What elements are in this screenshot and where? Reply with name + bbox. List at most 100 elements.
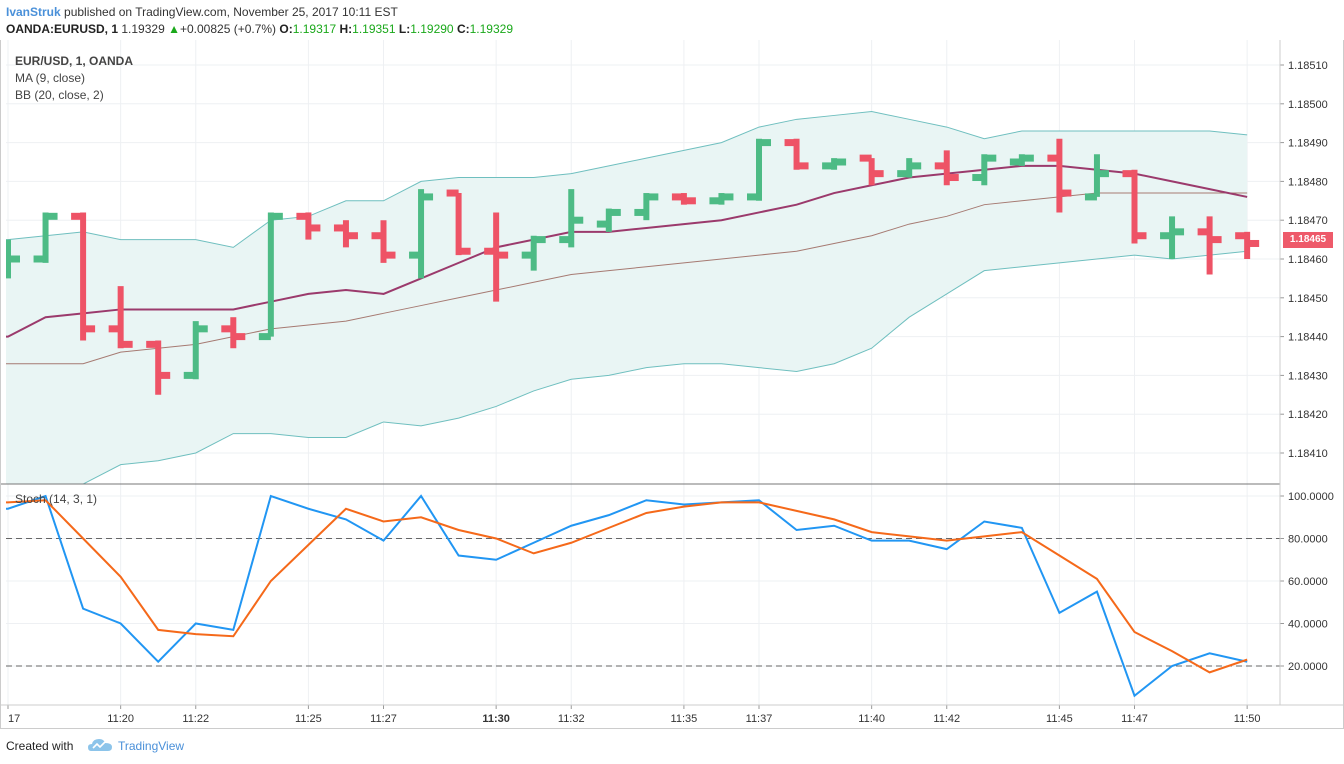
stoch-tick-label: 60.0000	[1288, 576, 1328, 588]
ohlc-bars[interactable]	[0, 138, 1260, 395]
ohlc-bar[interactable]	[446, 189, 471, 256]
ohlc-bar[interactable]	[484, 212, 509, 302]
ohlc-bar[interactable]	[1160, 216, 1185, 259]
tradingview-cloud-icon[interactable]	[88, 737, 112, 753]
price-tick-label: 1.18500	[1288, 99, 1328, 111]
price-tick-label: 1.18470	[1288, 215, 1328, 227]
ohlc-bar[interactable]	[221, 317, 246, 349]
low-value: 1.19290	[410, 22, 454, 36]
ohlc-bar[interactable]	[1009, 154, 1034, 166]
ohlc-bar[interactable]	[1197, 216, 1222, 275]
time-tick-label: 11:45	[1046, 713, 1073, 725]
ohlc-bar[interactable]	[596, 208, 621, 232]
ohlc-bar[interactable]	[1235, 231, 1260, 259]
ohlc-bar[interactable]	[784, 138, 809, 170]
high-label: H:	[339, 22, 353, 36]
time-tick-label: 11:32	[558, 713, 585, 725]
tradingview-brand[interactable]: TradingView	[118, 739, 185, 753]
open-value: 1.19317	[292, 22, 337, 36]
price-tick-label: 1.18410	[1288, 448, 1328, 460]
ohlc-bar[interactable]	[1084, 154, 1109, 201]
close-label: C:	[456, 22, 470, 36]
ohlc-bar[interactable]	[897, 158, 922, 178]
ohlc-bar[interactable]	[671, 193, 696, 205]
ohlc-bar[interactable]	[1047, 138, 1072, 213]
ohlc-bar[interactable]	[709, 193, 734, 205]
price-tick-label: 1.18440	[1288, 332, 1328, 344]
stoch-tick-label: 100.0000	[1288, 491, 1334, 503]
change-value: +0.00825 (+0.7%)	[179, 22, 277, 36]
open-label: O:	[279, 22, 293, 36]
legend-stoch[interactable]: Stoch (14, 3, 1)	[15, 492, 98, 506]
change-arrow-icon: ▲	[168, 22, 180, 36]
bb-upper-line	[6, 111, 1248, 248]
ohlc-bar[interactable]	[1122, 169, 1147, 244]
symbol-label: OANDA:EURUSD, 1	[6, 22, 119, 36]
ohlc-bar[interactable]	[859, 154, 884, 186]
legend-symbol[interactable]: EUR/USD, 1, OANDA	[15, 54, 134, 68]
last-price: 1.19329	[121, 22, 165, 36]
time-tick-label: 11:27	[370, 713, 397, 725]
time-tick-label: 11:35	[671, 713, 698, 725]
ohlc-bar[interactable]	[822, 158, 847, 170]
ohlc-bar[interactable]	[521, 235, 546, 271]
ohlc-bar[interactable]	[146, 340, 171, 395]
ohlc-bar[interactable]	[972, 154, 997, 186]
time-tick-label: 17	[8, 713, 20, 725]
price-tick-label: 1.18420	[1288, 409, 1328, 421]
time-tick-label: 11:25	[295, 713, 322, 725]
time-tick-label: 11:42	[933, 713, 960, 725]
price-tick-label: 1.18490	[1288, 138, 1328, 150]
ohlc-bar[interactable]	[108, 286, 133, 349]
ohlc-bar[interactable]	[409, 189, 434, 279]
stoch-k-line	[6, 494, 1248, 698]
price-tick-label: 1.18430	[1288, 370, 1328, 382]
author-link[interactable]: IvanStruk	[6, 5, 61, 19]
stoch-tick-label: 40.0000	[1288, 619, 1328, 631]
last-price-tag: 1.18465	[1283, 232, 1333, 248]
legend-ma[interactable]: MA (9, close)	[15, 71, 86, 85]
footer: Created with TradingView	[0, 729, 1344, 764]
low-label: L:	[398, 22, 411, 36]
close-value: 1.19329	[469, 22, 514, 36]
ohlc-bar[interactable]	[747, 138, 771, 201]
stoch-tick-label: 80.0000	[1288, 534, 1328, 546]
chart-legend: EUR/USD, 1, OANDA MA (9, close) BB (20, …	[15, 53, 133, 104]
ohlc-bar[interactable]	[934, 150, 959, 186]
created-with-text: Created with	[6, 739, 74, 753]
quote-line: OANDA:EURUSD, 1 1.19329 ▲+0.00825 (+0.7%…	[6, 22, 513, 36]
time-tick-label: 11:30	[482, 713, 510, 725]
price-tick-label: 1.18510	[1288, 60, 1328, 72]
time-tick-label: 11:37	[746, 713, 773, 725]
bollinger-bands	[6, 111, 1248, 484]
time-tick-label: 11:22	[182, 713, 209, 725]
ohlc-bar[interactable]	[0, 239, 20, 279]
bb-lower-line	[80, 250, 1248, 484]
ohlc-bar[interactable]	[33, 212, 58, 263]
time-tick-label: 11:20	[107, 713, 134, 725]
publish-line: IvanStruk published on TradingView.com, …	[6, 5, 398, 19]
ohlc-bar[interactable]	[634, 193, 659, 221]
price-tick-label: 1.18450	[1288, 293, 1328, 305]
price-tick-label: 1.18480	[1288, 176, 1328, 188]
high-value: 1.19351	[352, 22, 396, 36]
stoch-d-line	[6, 499, 1248, 674]
bb-basis-line	[6, 192, 1248, 365]
chart-canvas[interactable]: 1.18510 1.18500 1.18490 1.18480 1.18470 1.184…	[0, 40, 1344, 729]
published-text: published on TradingView.com, November 2…	[64, 5, 398, 19]
legend-bb[interactable]: BB (20, close, 2)	[15, 88, 104, 102]
ohlc-bar[interactable]	[71, 212, 96, 341]
time-tick-label: 11:50	[1234, 713, 1261, 725]
price-tick-label: 1.18460	[1288, 254, 1328, 266]
ohlc-bar[interactable]	[183, 321, 208, 380]
stochastic-pane	[6, 494, 1280, 698]
time-tick-label: 11:47	[1121, 713, 1148, 725]
ohlc-bar[interactable]	[371, 220, 396, 263]
time-tick-label: 11:40	[858, 713, 885, 725]
stoch-tick-label: 20.0000	[1288, 661, 1328, 673]
ohlc-bar[interactable]	[559, 189, 584, 248]
ohlc-bar[interactable]	[258, 212, 283, 341]
ohlc-bar[interactable]	[333, 220, 358, 248]
chart-header: IvanStruk published on TradingView.com, …	[0, 0, 1344, 40]
ohlc-bar[interactable]	[296, 212, 321, 240]
